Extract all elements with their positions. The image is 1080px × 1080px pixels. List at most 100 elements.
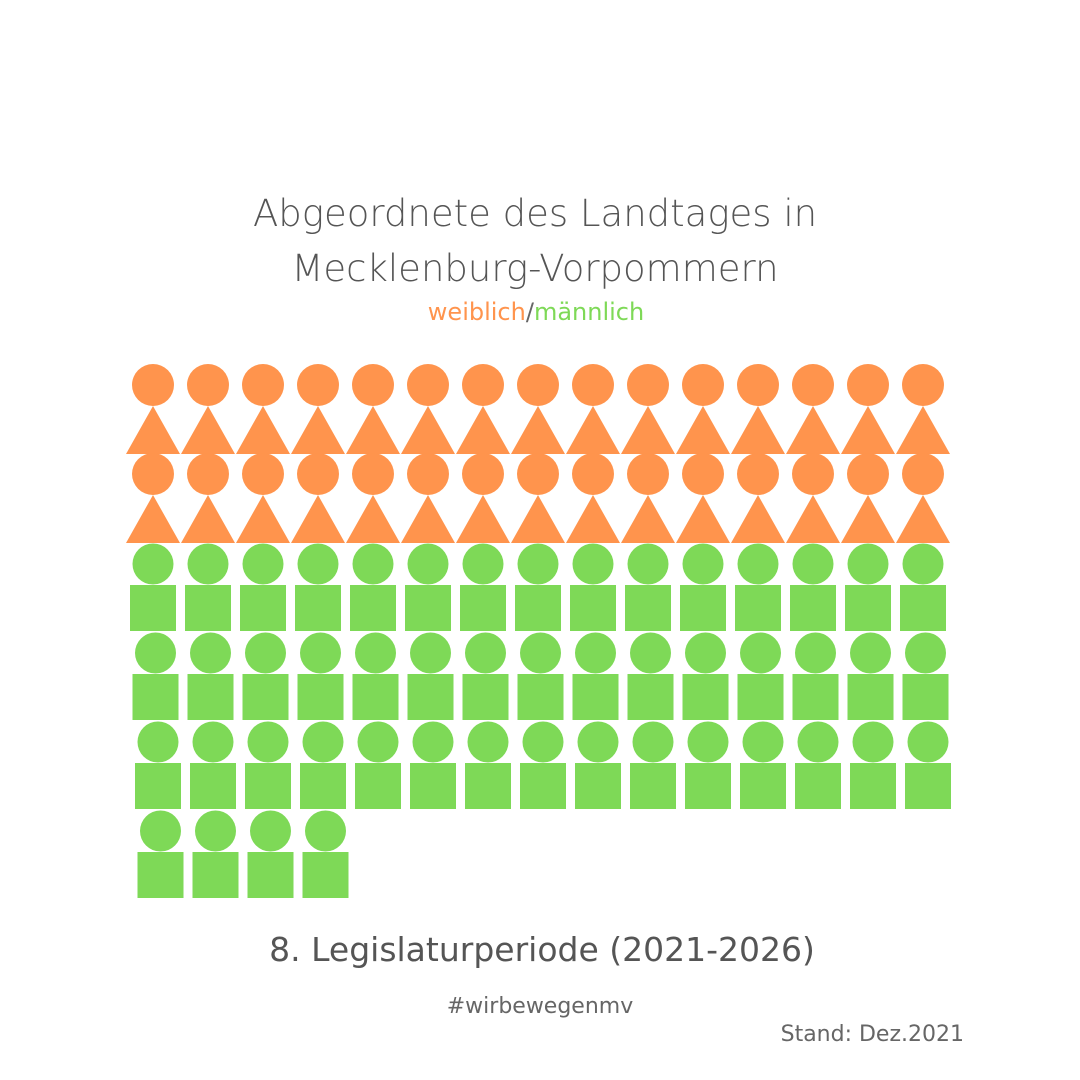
female-icon-head — [572, 364, 614, 406]
female-icon-head — [407, 453, 449, 495]
male-icon-head — [792, 543, 834, 585]
male-icon-body — [297, 674, 344, 720]
male-icon-head — [297, 543, 339, 585]
female-icon-body — [841, 495, 895, 543]
female-icon-body — [401, 495, 455, 543]
female-icon-body — [181, 495, 235, 543]
male-icon-body — [682, 674, 729, 720]
female-icon-head — [297, 364, 339, 406]
female-icon-head — [462, 453, 504, 495]
male-icon-head — [850, 632, 891, 674]
male-icon-head — [685, 632, 726, 674]
male-icon-body — [460, 585, 506, 631]
male-icon-body — [405, 585, 451, 631]
male-icon-body — [790, 585, 836, 631]
male-icon-head — [465, 632, 506, 674]
female-icon-body — [786, 495, 840, 543]
male-icon-body — [575, 763, 621, 809]
female-icon-head — [462, 364, 504, 406]
female-icon-head — [737, 364, 779, 406]
male-icon-head — [742, 721, 784, 763]
male-icon-head — [852, 721, 894, 763]
male-icon-head — [575, 632, 616, 674]
male-icon-body — [187, 674, 234, 720]
female-icon-body — [621, 406, 675, 454]
male-icon-body — [630, 763, 676, 809]
female-icon-body — [236, 495, 290, 543]
male-icon-head — [140, 810, 181, 852]
male-icon-head — [902, 543, 944, 585]
male-icon-head — [632, 721, 674, 763]
female-icon-body — [566, 495, 620, 543]
male-icon-head — [242, 543, 284, 585]
male-icon-body — [845, 585, 891, 631]
male-icon-body — [245, 763, 291, 809]
male-icon-head — [577, 721, 619, 763]
female-icon-body — [896, 406, 950, 454]
female-icon-head — [737, 453, 779, 495]
female-icon-head — [847, 364, 889, 406]
male-icon-head — [905, 632, 946, 674]
male-icon-body — [185, 585, 231, 631]
male-icon-body — [132, 674, 179, 720]
legend-female-label: weiblich — [427, 298, 526, 326]
male-icon-head — [467, 721, 509, 763]
female-icon-head — [187, 364, 229, 406]
male-icon-body — [517, 674, 564, 720]
female-icon-body — [291, 406, 345, 454]
male-icon-body — [737, 674, 784, 720]
female-icon-body — [896, 495, 950, 543]
male-icon-body — [190, 763, 236, 809]
male-icon-head — [907, 721, 949, 763]
male-icon-head — [682, 543, 724, 585]
male-icon-head — [630, 632, 671, 674]
chart-title: Abgeordnete des Landtages in Mecklenburg… — [0, 186, 1070, 296]
female-icon-body — [731, 406, 785, 454]
chart-title-line-1: Abgeordnete des Landtages in — [252, 192, 818, 235]
female-icon-head — [517, 453, 559, 495]
male-icon-body — [520, 763, 566, 809]
male-icon-head — [352, 543, 394, 585]
male-icon-head — [520, 632, 561, 674]
female-icon-body — [566, 406, 620, 454]
male-icon-head — [190, 632, 231, 674]
female-icon-head — [352, 453, 394, 495]
female-icon-body — [621, 495, 675, 543]
female-icon-body — [236, 406, 290, 454]
female-icon-head — [242, 364, 284, 406]
male-icon-body — [735, 585, 781, 631]
male-icon-body — [130, 585, 176, 631]
male-icon-body — [572, 674, 619, 720]
male-icon-head — [462, 543, 504, 585]
male-icon-head — [250, 810, 291, 852]
male-icon-body — [192, 852, 239, 898]
female-icon-head — [242, 453, 284, 495]
male-icon-body — [355, 763, 401, 809]
female-icon-head — [902, 364, 944, 406]
female-icon-head — [792, 364, 834, 406]
male-icon-body — [905, 763, 951, 809]
female-icon-body — [126, 406, 180, 454]
male-icon-body — [135, 763, 181, 809]
female-icon-head — [627, 364, 669, 406]
female-icon-head — [187, 453, 229, 495]
female-icon-body — [511, 406, 565, 454]
male-icon-body — [850, 763, 896, 809]
male-icon-head — [740, 632, 781, 674]
female-icon-body — [181, 406, 235, 454]
female-icon-head — [517, 364, 559, 406]
female-icon-body — [456, 495, 510, 543]
male-icon-head — [737, 543, 779, 585]
male-icon-head — [187, 543, 229, 585]
female-icon-body — [346, 495, 400, 543]
female-icon-body — [291, 495, 345, 543]
male-icon-head — [627, 543, 669, 585]
female-icon-head — [132, 453, 174, 495]
legislature-caption: 8. Legislaturperiode (2021-2026) — [269, 930, 815, 969]
male-icon-body — [570, 585, 616, 631]
male-icon-body — [847, 674, 894, 720]
female-icon-body — [126, 495, 180, 543]
female-icon-body — [841, 406, 895, 454]
male-icon-head — [847, 543, 889, 585]
